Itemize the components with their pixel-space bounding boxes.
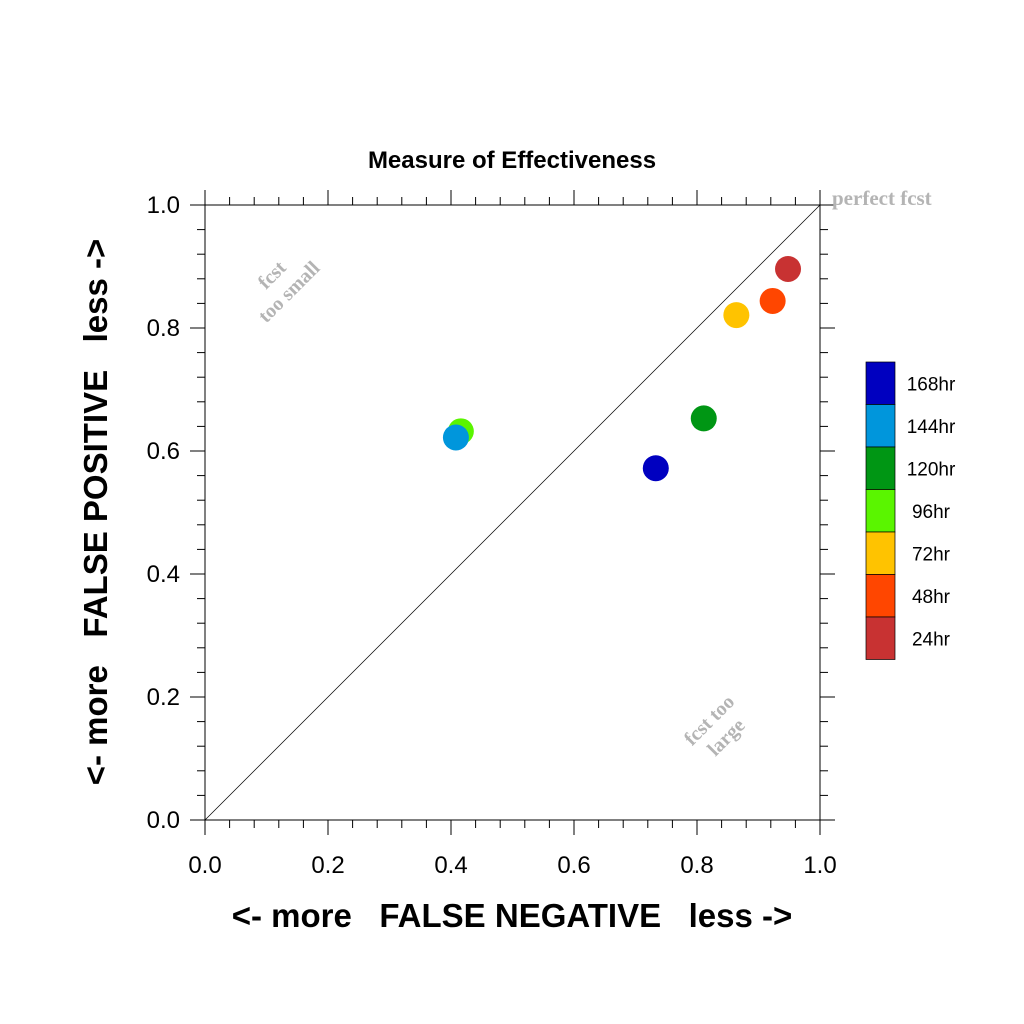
point-24hr bbox=[775, 255, 802, 282]
legend-label-48hr: 48hr bbox=[912, 587, 951, 608]
legend-swatch-48hr bbox=[865, 574, 896, 618]
chart-title: Measure of Effectiveness bbox=[368, 147, 656, 174]
legend: 168hr 144hr 120hr 96hr 72hr 48hr 24hr bbox=[865, 361, 956, 660]
annotation-fcst-too-large: fcst too large bbox=[680, 691, 750, 761]
x-tick-label: 0.6 bbox=[557, 852, 590, 879]
legend-swatch-144hr bbox=[865, 404, 896, 448]
legend-swatch-96hr bbox=[865, 489, 896, 533]
x-axis-label: <- more FALSE NEGATIVE less -> bbox=[232, 897, 793, 934]
annotation-fcst-too-small: fcst too small bbox=[254, 257, 325, 328]
legend-label-72hr: 72hr bbox=[912, 544, 951, 565]
point-48hr bbox=[759, 287, 786, 314]
annotation-perfect-fcst: perfect fcst bbox=[832, 186, 932, 210]
y-tick-label: 0.2 bbox=[147, 684, 180, 711]
x-tick-label: 0.0 bbox=[188, 852, 221, 879]
perfect-forecast-diagonal bbox=[204, 204, 821, 821]
legend-label-96hr: 96hr bbox=[912, 502, 951, 523]
x-tick-label: 0.4 bbox=[434, 852, 467, 879]
axis-ticks bbox=[190, 190, 835, 835]
legend-swatch-168hr bbox=[865, 361, 896, 405]
point-120hr bbox=[690, 405, 717, 432]
y-tick-label: 0.0 bbox=[147, 807, 180, 834]
axis-tick-labels: 0.0 0.2 0.4 0.6 0.8 1.0 0.0 0.2 0.4 0.6 0.8 1.0 bbox=[147, 192, 837, 879]
legend-label-168hr: 168hr bbox=[907, 374, 956, 395]
x-tick-label: 1.0 bbox=[803, 852, 836, 879]
y-axis-label: <- more FALSE POSITIVE less -> bbox=[77, 239, 114, 786]
x-tick-label: 0.8 bbox=[680, 852, 713, 879]
y-tick-label: 1.0 bbox=[147, 192, 180, 219]
legend-swatch-72hr bbox=[865, 531, 896, 575]
legend-label-120hr: 120hr bbox=[907, 459, 956, 480]
point-168hr bbox=[642, 455, 669, 482]
point-72hr bbox=[723, 302, 750, 329]
data-points bbox=[442, 255, 802, 482]
y-tick-label: 0.6 bbox=[147, 438, 180, 465]
x-tick-label: 0.2 bbox=[311, 852, 344, 879]
legend-swatch-120hr bbox=[865, 446, 896, 490]
legend-swatch-24hr bbox=[865, 616, 896, 660]
point-144hr bbox=[442, 424, 469, 451]
legend-label-144hr: 144hr bbox=[907, 417, 956, 438]
y-tick-label: 0.8 bbox=[147, 315, 180, 342]
legend-label-24hr: 24hr bbox=[912, 629, 951, 650]
plot-frame bbox=[204, 204, 821, 821]
y-tick-label: 0.4 bbox=[147, 561, 180, 588]
